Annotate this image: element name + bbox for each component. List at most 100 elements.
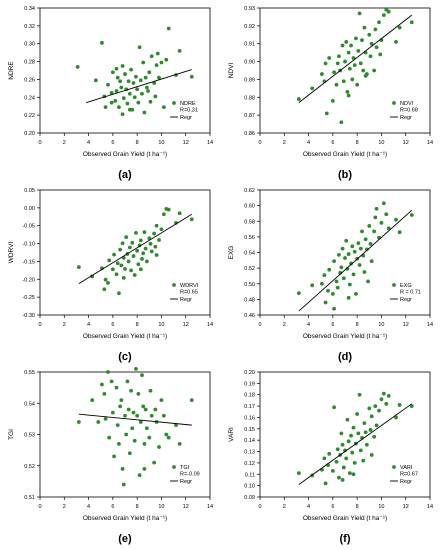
- x-tick-label: 14: [427, 504, 433, 510]
- data-point: [134, 230, 138, 235]
- data-point: [110, 410, 115, 415]
- data-point: [349, 43, 353, 48]
- data-point: [347, 66, 352, 71]
- data-point: [372, 434, 377, 439]
- legend-r-value: R=0.31: [180, 108, 198, 114]
- data-point: [124, 235, 129, 240]
- data-point: [324, 111, 329, 116]
- data-point: [345, 267, 350, 271]
- data-point: [117, 441, 121, 446]
- panel-f: 0 2 4 6 8 10 12 14 0.09 0.10 0.11 0.12 0.13 0.14 0.15 0…: [228, 370, 433, 545]
- data-point: [131, 410, 136, 415]
- data-point: [352, 63, 357, 68]
- data-point: [386, 393, 391, 398]
- data-point: [374, 423, 379, 428]
- data-point: [138, 238, 143, 243]
- data-point: [138, 267, 143, 272]
- data-point: [118, 79, 123, 84]
- y-tick-label: 0.89: [244, 77, 255, 83]
- data-point: [125, 379, 130, 384]
- legend-regression-label: Regr: [400, 479, 412, 485]
- data-point: [103, 416, 108, 421]
- x-tick-label: 10: [378, 140, 384, 146]
- data-point: [109, 379, 114, 384]
- data-point: [322, 456, 327, 461]
- data-point: [131, 254, 136, 258]
- data-point: [149, 249, 154, 254]
- data-point: [349, 261, 353, 266]
- y-tick-label: 0.18: [244, 393, 255, 399]
- data-point: [364, 442, 369, 447]
- data-point: [367, 406, 372, 411]
- x-tick-label: 8: [136, 504, 139, 510]
- legend-series-label: TGI: [180, 465, 190, 471]
- y-tick-label: 0.86: [244, 131, 255, 137]
- data-point: [149, 54, 154, 59]
- data-point: [351, 472, 356, 477]
- data-point: [76, 420, 81, 424]
- data-point: [147, 435, 152, 440]
- data-point: [136, 391, 141, 396]
- data-point: [409, 20, 414, 25]
- data-point: [340, 478, 345, 482]
- data-point: [356, 48, 361, 53]
- data-point: [335, 447, 340, 452]
- data-point: [131, 81, 136, 85]
- y-tick-label: 0.20: [24, 131, 35, 137]
- data-point: [322, 273, 327, 278]
- data-point: [153, 407, 158, 412]
- legend-r-value: R=0.65: [180, 290, 198, 296]
- panel-label: (c): [118, 351, 132, 363]
- x-axis-label: Observed Grain Yield (t ha⁻¹): [303, 333, 387, 340]
- data-point: [155, 51, 160, 56]
- x-tick-label: 2: [283, 322, 286, 328]
- data-point: [127, 91, 132, 96]
- data-point: [157, 75, 161, 80]
- x-tick-label: 14: [207, 504, 213, 510]
- x-axis-label: Observed Grain Yield (t ha⁻¹): [303, 515, 387, 522]
- data-point: [381, 201, 386, 206]
- data-point: [143, 246, 148, 251]
- data-point: [112, 454, 116, 459]
- y-axis-label: NDVI: [228, 63, 235, 79]
- data-point: [366, 279, 370, 284]
- data-point: [355, 82, 360, 87]
- data-point: [341, 276, 346, 281]
- data-point: [121, 482, 126, 487]
- data-point: [189, 398, 194, 403]
- data-point: [161, 105, 166, 110]
- regression-line: [298, 403, 413, 485]
- data-point: [358, 61, 363, 66]
- legend-r-value: R=-0.09: [180, 472, 200, 478]
- data-point: [119, 85, 124, 90]
- data-point: [344, 456, 349, 461]
- data-point: [152, 460, 157, 465]
- data-point: [347, 471, 352, 476]
- x-tick-label: 12: [403, 140, 409, 146]
- y-tick-label: 0.53: [24, 433, 35, 439]
- data-point: [114, 89, 119, 93]
- legend-regression-label: Regr: [180, 115, 192, 121]
- legend-r-value: R=0.67: [400, 472, 418, 478]
- data-point: [119, 398, 124, 403]
- data-point: [364, 247, 369, 252]
- data-point: [334, 279, 339, 284]
- data-point: [360, 38, 364, 43]
- data-point: [93, 78, 98, 83]
- data-point: [345, 90, 350, 94]
- data-point: [379, 220, 384, 225]
- plot-frame: [259, 7, 431, 134]
- data-point: [326, 288, 330, 293]
- y-axis-label: VARI: [228, 427, 235, 442]
- x-tick-label: 4: [307, 140, 310, 146]
- data-point: [123, 72, 127, 76]
- x-tick-label: 4: [307, 504, 310, 510]
- data-point: [114, 66, 119, 71]
- panel-c: 0 2 4 6 8 10 12 14 -0.30 -0.25 -0.20 -0.15 -0.10 -0.0…: [8, 188, 213, 363]
- legend-series-label: EXG: [400, 283, 412, 289]
- y-tick-label: 0.00: [24, 206, 35, 212]
- data-point: [332, 259, 336, 263]
- data-point: [148, 388, 153, 393]
- data-point: [110, 70, 115, 75]
